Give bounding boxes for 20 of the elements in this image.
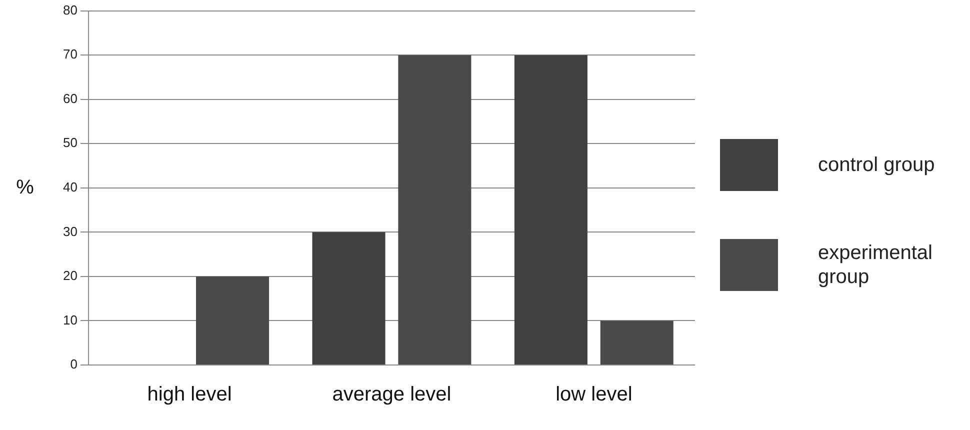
y-tick-label: 50 <box>62 135 78 150</box>
bar <box>398 55 472 364</box>
y-tick-label: 60 <box>62 90 78 106</box>
y-tick-label: 0 <box>70 356 78 372</box>
y-tick-label: 10 <box>62 312 78 328</box>
y-tick-label: 40 <box>62 179 78 194</box>
x-tick-label: average level <box>332 384 452 406</box>
x-tick-label: low level <box>556 384 632 406</box>
y-tick-label: 30 <box>62 224 78 239</box>
y-tick-label: 70 <box>62 46 78 62</box>
bar <box>514 55 588 364</box>
y-axis-title: % <box>16 176 34 198</box>
bar <box>600 320 674 364</box>
y-tick-label: 80 <box>62 2 78 18</box>
bar <box>312 232 386 364</box>
x-tick-label: high level <box>147 384 232 406</box>
bar <box>196 276 270 364</box>
text: experimental group <box>818 241 934 289</box>
text: control group <box>818 153 936 177</box>
y-tick-label: 20 <box>62 268 78 284</box>
